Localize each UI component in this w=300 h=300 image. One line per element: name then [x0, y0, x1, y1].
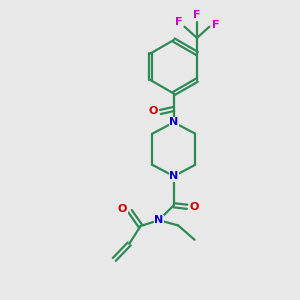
- Text: F: F: [175, 17, 182, 28]
- Text: N: N: [169, 171, 178, 181]
- Text: N: N: [169, 117, 178, 128]
- Text: O: O: [118, 204, 127, 214]
- Text: F: F: [212, 20, 219, 31]
- Text: N: N: [154, 215, 164, 225]
- Text: F: F: [193, 10, 201, 20]
- Text: O: O: [148, 106, 158, 116]
- Text: O: O: [190, 202, 199, 212]
